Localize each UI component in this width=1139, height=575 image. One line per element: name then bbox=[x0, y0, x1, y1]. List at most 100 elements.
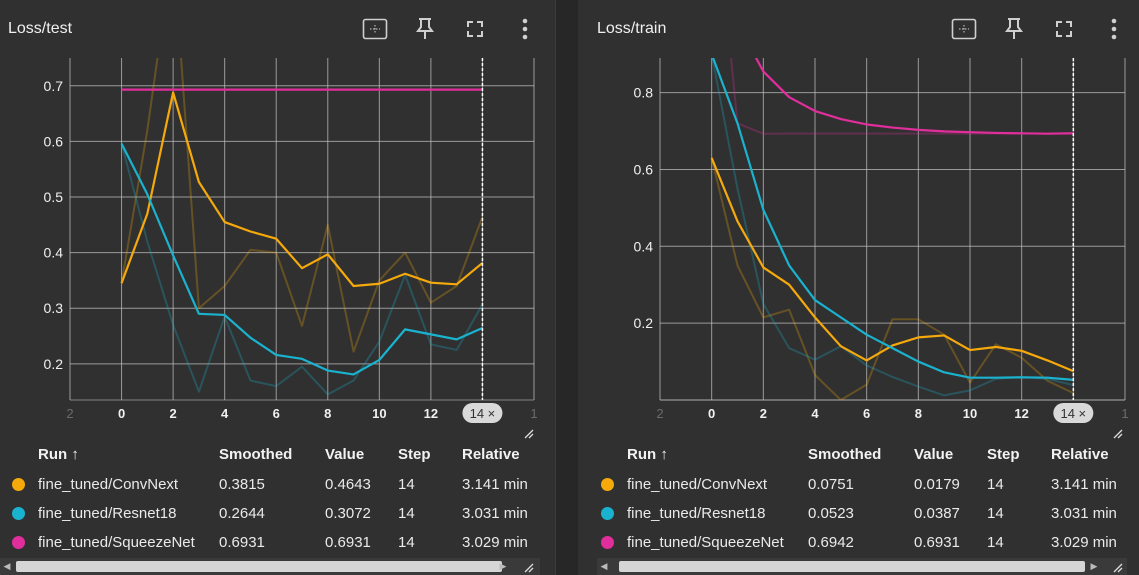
chart-card-loss-train: Loss/train 0.2 0.4 0.6 0.8 2 0 2 4 6 8 10 12 14 × 1 R… bbox=[578, 0, 1139, 575]
resize-handle-icon[interactable] bbox=[1113, 429, 1123, 439]
horizontal-scrollbar[interactable]: ◀ ▶ bbox=[0, 558, 540, 575]
series-color-dot bbox=[12, 536, 25, 549]
series-color-dot bbox=[12, 507, 25, 520]
x-tick-label: 8 bbox=[915, 406, 922, 421]
column-header-run[interactable]: Run ↑ bbox=[627, 446, 668, 463]
y-tick-label: 0.5 bbox=[44, 189, 64, 205]
x-tick-label: 1 bbox=[530, 406, 537, 421]
series-color-dot bbox=[601, 507, 614, 520]
y-tick-label: 0.8 bbox=[634, 85, 654, 101]
column-header-relative[interactable]: Relative bbox=[1051, 446, 1109, 463]
smoothed-value: 0.0523 bbox=[808, 505, 854, 522]
y-tick-label: 0.2 bbox=[634, 315, 654, 331]
x-tick-label: 2 bbox=[66, 406, 73, 421]
relative-time: 3.031 min bbox=[1051, 505, 1117, 522]
fit-domain-button[interactable] bbox=[949, 14, 979, 44]
column-header-smoothed[interactable]: Smoothed bbox=[808, 446, 882, 463]
table-row[interactable]: fine_tuned/ConvNext 0.0751 0.0179 14 3.1… bbox=[578, 470, 1133, 499]
x-tick-label: 10 bbox=[372, 406, 386, 421]
fit-domain-icon bbox=[951, 18, 977, 40]
x-tick-label: 6 bbox=[863, 406, 870, 421]
y-tick-label: 0.3 bbox=[44, 300, 64, 316]
more-vert-icon bbox=[1111, 18, 1117, 40]
series-color-dot bbox=[601, 478, 614, 491]
more-options-button[interactable] bbox=[510, 14, 540, 44]
fullscreen-icon bbox=[467, 21, 483, 37]
series-color-dot bbox=[12, 478, 25, 491]
series-smoothed-line bbox=[711, 58, 1074, 381]
chart-title: Loss/train bbox=[597, 20, 667, 37]
hover-step-badge-bg bbox=[462, 403, 503, 423]
series-color-dot bbox=[601, 536, 614, 549]
x-tick-label: 12 bbox=[424, 406, 438, 421]
scroll-right-icon[interactable]: ▶ bbox=[1090, 561, 1098, 571]
x-tick-label: 10 bbox=[963, 406, 977, 421]
smoothed-value: 0.6931 bbox=[219, 534, 265, 551]
table-row[interactable]: fine_tuned/SqueezeNet 0.6942 0.6931 14 3… bbox=[578, 528, 1133, 557]
run-name: fine_tuned/SqueezeNet bbox=[627, 534, 784, 551]
more-options-button[interactable] bbox=[1099, 14, 1129, 44]
table-resize-handle-icon[interactable] bbox=[524, 563, 534, 573]
raw-value: 0.0387 bbox=[914, 505, 960, 522]
step-value: 14 bbox=[398, 476, 415, 493]
step-value: 14 bbox=[987, 534, 1004, 551]
series-raw-line bbox=[710, 157, 1074, 400]
pin-button[interactable] bbox=[410, 14, 440, 44]
x-tick-label: 4 bbox=[811, 406, 819, 421]
fullscreen-button[interactable] bbox=[1049, 14, 1079, 44]
fit-domain-button[interactable] bbox=[360, 14, 390, 44]
column-header-step[interactable]: Step bbox=[987, 446, 1020, 463]
scroll-thumb[interactable] bbox=[619, 561, 1085, 572]
column-header-value[interactable]: Value bbox=[325, 446, 365, 463]
run-name: fine_tuned/ConvNext bbox=[627, 476, 768, 493]
resize-handle-icon[interactable] bbox=[524, 429, 534, 439]
step-value: 14 bbox=[398, 534, 415, 551]
line-chart-loss-train[interactable]: 0.2 0.4 0.6 0.8 2 0 2 4 6 8 10 12 14 × 1 bbox=[578, 55, 1139, 440]
run-name: fine_tuned/SqueezeNet bbox=[38, 534, 195, 551]
series-raw-line bbox=[120, 58, 484, 353]
column-header-step[interactable]: Step bbox=[398, 446, 431, 463]
raw-value: 0.4643 bbox=[325, 476, 371, 493]
table-row[interactable]: fine_tuned/Resnet18 0.0523 0.0387 14 3.0… bbox=[578, 499, 1133, 528]
table-row[interactable]: fine_tuned/SqueezeNet 0.6931 0.6931 14 3… bbox=[0, 528, 555, 557]
run-name: fine_tuned/ConvNext bbox=[38, 476, 179, 493]
fullscreen-button[interactable] bbox=[460, 14, 490, 44]
x-tick-label: 2 bbox=[656, 406, 663, 421]
column-header-smoothed[interactable]: Smoothed bbox=[219, 446, 293, 463]
x-tick-label: 4 bbox=[221, 406, 229, 421]
smoothed-value: 0.0751 bbox=[808, 476, 854, 493]
step-value: 14 bbox=[398, 505, 415, 522]
scroll-right-icon[interactable]: ▶ bbox=[499, 561, 507, 571]
table-resize-handle-icon[interactable] bbox=[1113, 563, 1123, 573]
scroll-left-icon[interactable]: ◀ bbox=[3, 561, 11, 571]
scroll-thumb[interactable] bbox=[16, 561, 502, 572]
y-tick-label: 0.6 bbox=[634, 161, 654, 177]
horizontal-scrollbar[interactable]: ◀ ▶ bbox=[597, 558, 1127, 575]
x-tick-label: 6 bbox=[273, 406, 280, 421]
column-header-value[interactable]: Value bbox=[914, 446, 954, 463]
step-value: 14 bbox=[987, 505, 1004, 522]
y-tick-label: 0.7 bbox=[44, 78, 64, 94]
series-smoothed-line bbox=[710, 157, 1074, 373]
panel-divider bbox=[555, 0, 578, 575]
series-smoothed-line bbox=[120, 91, 484, 288]
scroll-left-icon[interactable]: ◀ bbox=[600, 561, 608, 571]
x-tick-label: 2 bbox=[760, 406, 767, 421]
raw-value: 0.6931 bbox=[325, 534, 371, 551]
series-raw-line bbox=[730, 58, 1074, 135]
pin-icon bbox=[1005, 18, 1023, 39]
pin-button[interactable] bbox=[999, 14, 1029, 44]
x-tick-label: 8 bbox=[324, 406, 331, 421]
y-tick-label: 0.6 bbox=[44, 133, 64, 149]
column-header-run[interactable]: Run ↑ bbox=[38, 446, 79, 463]
smoothed-value: 0.6942 bbox=[808, 534, 854, 551]
line-chart-loss-test[interactable]: 0.2 0.3 0.4 0.5 0.6 0.7 2 0 2 4 6 8 10 12 14 × 1 bbox=[0, 55, 555, 440]
run-name: fine_tuned/Resnet18 bbox=[627, 505, 766, 522]
smoothed-value: 0.2644 bbox=[219, 505, 265, 522]
x-tick-label: 0 bbox=[118, 406, 125, 421]
table-row[interactable]: fine_tuned/ConvNext 0.3815 0.4643 14 3.1… bbox=[0, 470, 555, 499]
series-raw-line bbox=[120, 143, 484, 396]
hover-step-badge-bg bbox=[1053, 403, 1094, 423]
table-row[interactable]: fine_tuned/Resnet18 0.2644 0.3072 14 3.0… bbox=[0, 499, 555, 528]
column-header-relative[interactable]: Relative bbox=[462, 446, 520, 463]
